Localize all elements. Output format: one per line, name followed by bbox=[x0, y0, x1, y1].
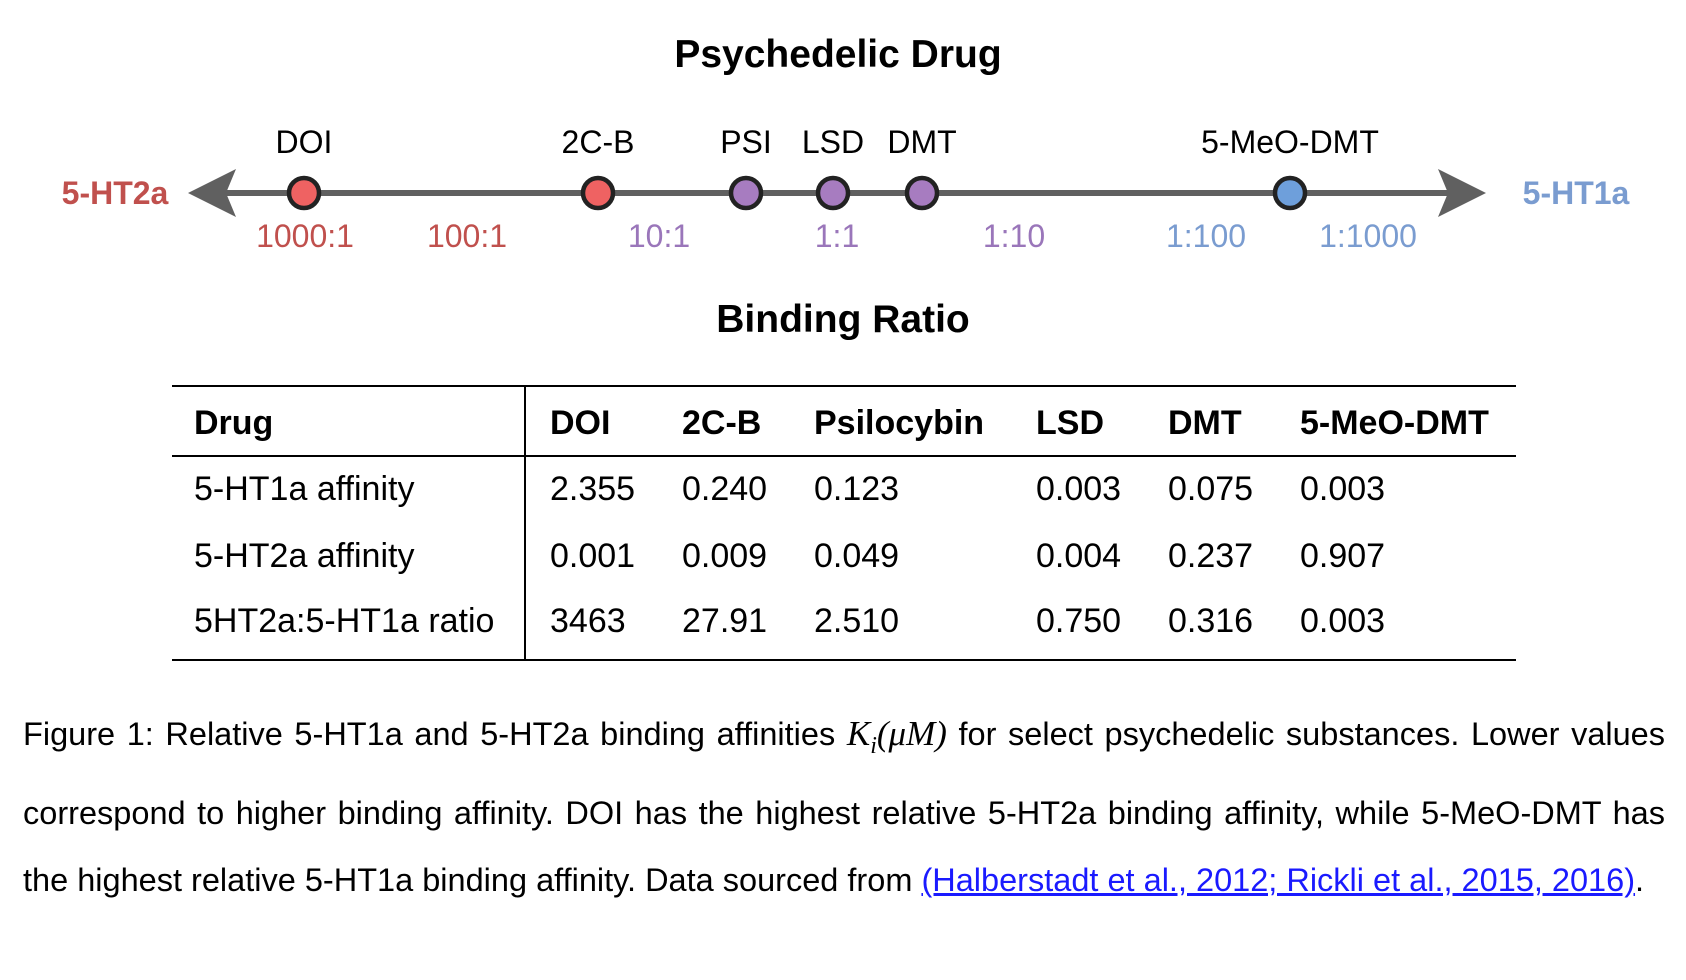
table-row-label: 5-HT2a affinity bbox=[194, 537, 415, 575]
table-title: Binding Ratio bbox=[716, 298, 970, 341]
drug-marker-psi: PSI bbox=[720, 124, 772, 211]
table-header-cell: 5-MeO-DMT bbox=[1300, 404, 1489, 442]
ratio-label: 100:1 bbox=[427, 218, 507, 254]
drug-markers: DOI 2C-B PSI LSD DMT 5-MeO-DMT bbox=[276, 124, 1379, 211]
drug-dot bbox=[904, 175, 940, 211]
drug-label: 5-MeO-DMT bbox=[1201, 124, 1379, 160]
drug-label: DMT bbox=[887, 124, 956, 160]
drug-marker-2c-b: 2C-B bbox=[562, 124, 635, 211]
table-cell: 0.316 bbox=[1168, 602, 1254, 640]
ratio-label: 1:100 bbox=[1166, 218, 1246, 254]
drug-dot bbox=[580, 175, 616, 211]
binding-ratio-diagram: Psychedelic Drug 5-HT2a 5-HT1a DOI 2C-B PS… bbox=[62, 33, 1630, 254]
binding-table: Drug DOI 2C-B Psilocybin LSD DMT 5-MeO-DMT 5-HT… bbox=[172, 385, 1516, 661]
table-cell: 0.003 bbox=[1300, 602, 1386, 640]
caption-part2: for select psychedelic substances. Lower… bbox=[23, 716, 1666, 898]
table-cell: 0.004 bbox=[1036, 537, 1122, 575]
right-arrowhead-icon bbox=[1438, 169, 1486, 217]
ratio-label: 1:1 bbox=[815, 218, 859, 254]
diagram-title: Psychedelic Drug bbox=[674, 33, 1001, 76]
table-column-divider bbox=[524, 387, 526, 659]
table-header-cell: Psilocybin bbox=[814, 404, 985, 442]
table-header-cell: 2C-B bbox=[682, 404, 762, 442]
drug-dot bbox=[728, 175, 764, 211]
caption-end: . bbox=[1635, 862, 1645, 898]
ratio-labels: 1000:1 100:1 10:1 1:1 1:10 1:100 1:1000 bbox=[256, 218, 1417, 254]
table-header-rule bbox=[172, 455, 1516, 457]
right-end-label: 5-HT1a bbox=[1523, 175, 1630, 211]
table-cell: 27.91 bbox=[682, 602, 768, 640]
table-cell: 2.510 bbox=[814, 602, 900, 640]
drug-dot bbox=[815, 175, 851, 211]
table-cell: 0.003 bbox=[1036, 470, 1122, 508]
table-cell: 0.237 bbox=[1168, 537, 1254, 575]
table-cell: 0.049 bbox=[814, 537, 900, 575]
table-header-cell: DMT bbox=[1168, 404, 1242, 442]
drug-marker-doi: DOI bbox=[276, 124, 333, 211]
table-cell: 2.355 bbox=[550, 470, 636, 508]
table-cell: 0.240 bbox=[682, 470, 768, 508]
left-arrowhead-icon bbox=[188, 169, 236, 217]
caption-math: Ki(μM) bbox=[846, 714, 947, 759]
drug-label: DOI bbox=[276, 124, 333, 160]
drug-marker-5-meo-dmt: 5-MeO-DMT bbox=[1201, 124, 1379, 211]
table-cell: 0.123 bbox=[814, 470, 900, 508]
citation-link[interactable]: (Halberstadt et al., 2012; Rickli et al.… bbox=[921, 862, 1636, 898]
drug-label: LSD bbox=[802, 124, 864, 160]
caption-part1: Figure 1: Relative 5-HT1a and 5-HT2a bin… bbox=[23, 716, 847, 752]
drug-marker-lsd: LSD bbox=[802, 124, 864, 211]
drug-dot bbox=[1272, 175, 1308, 211]
left-end-label: 5-HT2a bbox=[62, 175, 169, 211]
table-cell: 0.009 bbox=[682, 537, 768, 575]
drug-dot bbox=[286, 175, 322, 211]
ratio-label: 1:1000 bbox=[1319, 218, 1417, 254]
table-cell: 0.907 bbox=[1300, 537, 1386, 575]
table-header-cell: LSD bbox=[1036, 404, 1104, 442]
ratio-label: 1:10 bbox=[983, 218, 1045, 254]
table-row-label: 5HT2a:5-HT1a ratio bbox=[194, 602, 495, 640]
table-header-cell: Drug bbox=[194, 404, 274, 442]
ratio-label: 1000:1 bbox=[256, 218, 354, 254]
table-cell: 0.750 bbox=[1036, 602, 1122, 640]
figure-caption: Figure 1: Relative 5-HT1a and 5-HT2a bin… bbox=[23, 700, 1665, 914]
ratio-label: 10:1 bbox=[628, 218, 690, 254]
table-cell: 0.003 bbox=[1300, 470, 1386, 508]
table-cell: 0.075 bbox=[1168, 470, 1254, 508]
table-cell: 0.001 bbox=[550, 537, 636, 575]
table-cell: 3463 bbox=[550, 602, 626, 640]
drug-marker-dmt: DMT bbox=[887, 124, 957, 211]
table-header-cell: DOI bbox=[550, 404, 611, 442]
drug-label: PSI bbox=[720, 124, 772, 160]
drug-label: 2C-B bbox=[562, 124, 635, 160]
table-row-label: 5-HT1a affinity bbox=[194, 470, 415, 508]
